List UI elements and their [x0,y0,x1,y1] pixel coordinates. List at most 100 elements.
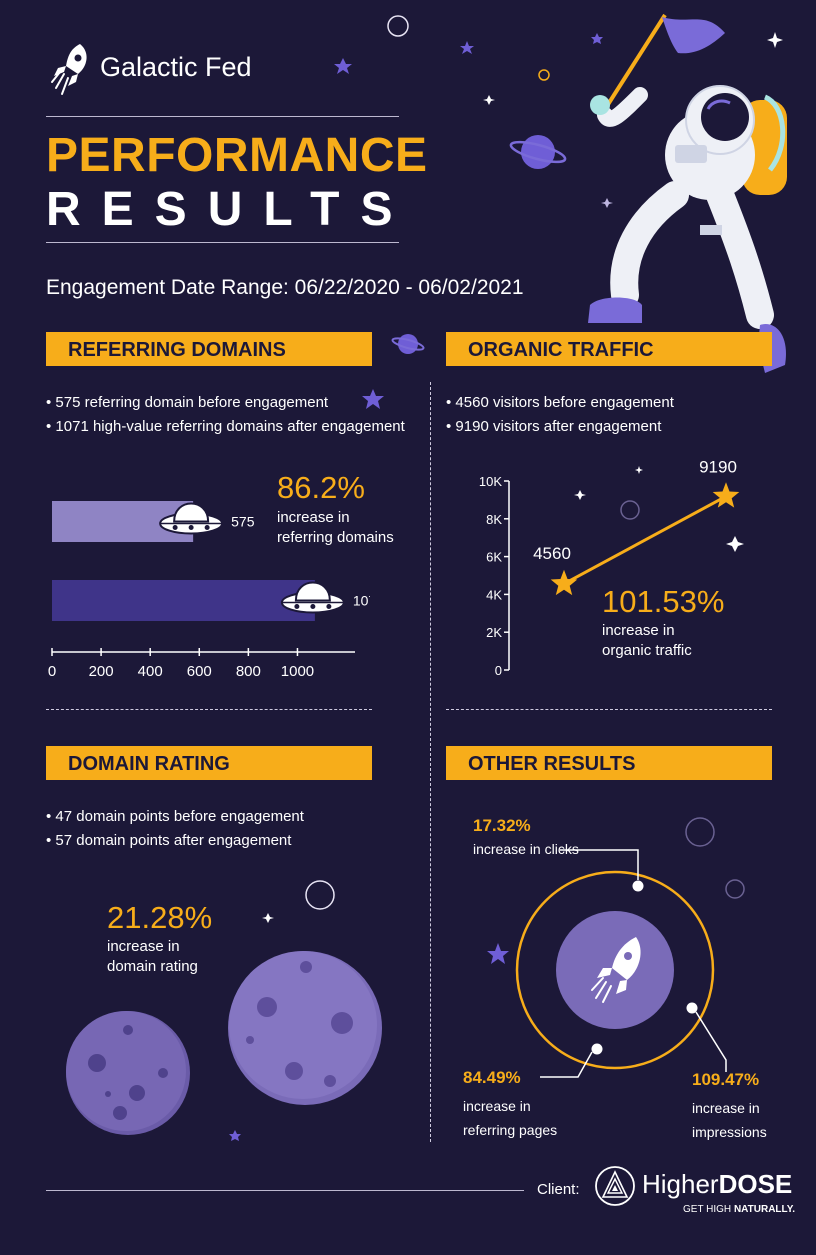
impressions-desc: increase in impressions [692,1100,767,1140]
clicks-desc: increase in clicks [473,841,579,857]
leader-line [695,1011,727,1072]
bar-data-label: 1071 [353,593,370,609]
footer-divider [46,1190,524,1191]
referring-domains-stat: 86.2% [277,470,365,505]
banner-label: DOMAIN RATING [68,753,230,775]
star-icon [487,943,509,964]
client-label: Client: [537,1181,580,1198]
bullet-list-item: • 4560 visitors before engagement [446,394,674,411]
referring-domains-banner: REFERRING DOMAINS [46,332,372,366]
x-tick-label: 600 [187,663,212,680]
x-tick-label: 800 [236,663,261,680]
bullet-list-item: • 9190 visitors after engagement [446,418,662,435]
vertical-divider [430,382,431,1142]
y-tick-label: 6K [486,550,502,565]
referring-domains-bar-chart: 575 1071 0 200 400 600 800 1000 [48,501,370,680]
divider [46,242,399,243]
star-icon [362,389,384,409]
x-tick-label: 0 [48,663,56,680]
y-tick-label: 2K [486,625,502,640]
decor-circle [305,880,335,910]
engagement-date-range: Engagement Date Range: 06/22/2020 - 06/0… [46,276,524,299]
planet-icon [391,334,425,354]
sparkle-icon [635,466,643,474]
clicks-value: 17.32% [473,816,531,835]
decor-circle [620,500,640,520]
sparkle-icon [262,913,274,923]
organic-traffic-banner: ORGANIC TRAFFIC [446,332,772,366]
data-point-star-icon [550,569,578,596]
client-tagline: GET HIGH NATURALLY. [683,1204,796,1215]
bullet-list-item: • 57 domain points after engagement [46,832,292,849]
x-tick-label: 200 [89,663,114,680]
horizontal-divider [46,709,372,710]
client-name: HigherDOSE [642,1169,793,1199]
leader-line [560,849,639,880]
title-performance: PERFORMANCE [46,129,428,182]
bar [52,580,315,621]
y-tick-label: 8K [486,512,502,527]
orbit-ring [515,870,715,1070]
brand-name: Galactic Fed [100,52,252,82]
bullet-list-item: • 47 domain points before engagement [46,808,304,825]
x-tick-label: 400 [138,663,163,680]
divider [46,116,399,117]
y-tick-label: 4K [486,587,502,602]
domain-rating-banner: DOMAIN RATING [46,746,372,780]
horizontal-divider [446,709,772,710]
star-icon [334,58,352,74]
star-icon [460,41,474,54]
decor-circle [725,879,745,899]
title-results: RESULTS [46,183,414,236]
moon-icon [228,951,382,1105]
sparkle-icon [767,32,783,48]
orbit-node [591,1043,603,1055]
ufo-icon [280,581,345,614]
sparkle-icon [726,536,744,552]
data-point-star-icon [712,482,740,508]
point-data-label: 9190 [699,457,737,476]
referring-pages-desc: increase in referring pages [463,1098,558,1138]
orbit-node [686,1002,698,1014]
series-line [563,494,727,586]
star-icon [229,1130,241,1141]
moons-illustration [66,951,382,1135]
planet-icon [509,135,567,169]
other-results-banner: OTHER RESULTS [446,746,772,780]
domain-rating-stat: 21.28% [107,900,213,935]
decor-circle [685,817,715,847]
y-tick-label: 0 [495,663,502,678]
ufo-icon [159,502,224,535]
x-tick-label: 1000 [281,663,314,680]
domain-rating-stat-desc: increase in domain rating [107,938,198,975]
organic-traffic-stat: 101.53% [602,584,725,619]
referring-pages-value: 84.49% [463,1068,521,1087]
leader-line [540,1051,593,1078]
bar-data-label: 575 [231,514,255,530]
decor-circle [387,15,409,37]
rocket-icon [591,937,641,1003]
star-icon [591,33,603,44]
point-data-label: 4560 [533,544,571,563]
rocket-logo-icon [51,44,87,95]
orbit-node [632,880,644,892]
organic-traffic-line-chart: 0 2K 4K 6K 8K 10K 4560 9190 [479,457,740,678]
bullet-list-item: • 575 referring domain before engagement [46,394,329,411]
astronaut-illustration [588,13,787,373]
orbit-diagram [515,849,727,1078]
decor-circle [538,69,550,81]
banner-label: REFERRING DOMAINS [68,339,286,361]
client-logo-icon [595,1166,635,1206]
moon-icon [66,1011,190,1135]
y-tick-label: 10K [479,474,502,489]
sparkle-icon [483,95,495,105]
organic-traffic-stat-desc: increase in organic traffic [602,622,692,659]
bullet-list-item: • 1071 high-value referring domains afte… [46,418,405,435]
banner-label: OTHER RESULTS [468,753,636,775]
banner-label: ORGANIC TRAFFIC [468,339,654,361]
impressions-value: 109.47% [692,1070,760,1089]
sparkle-icon [601,198,613,208]
referring-domains-stat-desc: increase in referring domains [277,509,394,546]
sparkle-icon [574,490,586,500]
